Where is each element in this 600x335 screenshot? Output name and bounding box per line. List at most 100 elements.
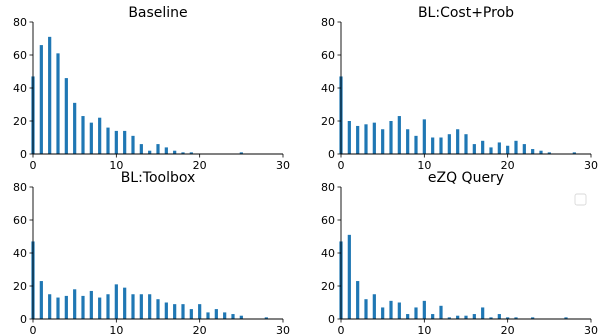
ezq-query-bar <box>431 314 435 319</box>
ezq-query-bar <box>447 317 451 319</box>
bl-toolbox-y-tick-label: 60 <box>13 214 27 227</box>
ezq-query-bar <box>489 317 493 319</box>
bl-cost-prob-x-tick-label: 20 <box>501 159 515 172</box>
ezq-query-bar <box>414 307 418 319</box>
baseline-bar <box>139 144 143 154</box>
bl-cost-prob-bar <box>464 134 468 154</box>
bl-cost-prob-y-tick-label: 20 <box>321 115 335 128</box>
ezq-query-x-tick-label: 0 <box>338 324 345 335</box>
legend-box <box>574 193 587 206</box>
ezq-query-bar <box>356 281 360 319</box>
baseline-bar <box>173 150 177 154</box>
ezq-query-bar <box>372 294 376 319</box>
ezq-query-bar <box>456 315 460 319</box>
ezq-query-y-tick-label: 40 <box>321 247 335 260</box>
bl-toolbox-bar <box>106 294 110 319</box>
bl-toolbox-y-tick-label: 40 <box>13 247 27 260</box>
baseline-bar <box>114 130 118 154</box>
ezq-query-bar <box>422 300 426 319</box>
bl-toolbox-y-tick-label: 20 <box>13 280 27 293</box>
baseline-x-tick-label: 30 <box>276 159 290 172</box>
bl-cost-prob-bar <box>364 124 368 154</box>
ezq-query-x-tick-label: 10 <box>417 324 431 335</box>
bl-toolbox-x-tick-label: 20 <box>193 324 207 335</box>
ezq-query-bar <box>364 299 368 319</box>
bl-cost-prob-bar <box>531 149 535 154</box>
ezq-query-bar <box>397 302 401 319</box>
bl-cost-prob-bar <box>472 144 476 154</box>
bl-toolbox-bar <box>39 281 43 319</box>
bl-toolbox-bar <box>98 297 102 319</box>
baseline-bar <box>98 117 102 154</box>
ezq-query-bar <box>481 307 485 319</box>
bl-cost-prob-y-tick-label: 80 <box>321 16 335 29</box>
bl-cost-prob-bar <box>522 144 526 154</box>
bl-cost-prob-x-tick-label: 0 <box>338 159 345 172</box>
bl-toolbox-x-tick-label: 30 <box>276 324 290 335</box>
bl-toolbox-y-tick-label: 0 <box>20 313 27 326</box>
ezq-query-y-tick-label: 20 <box>321 280 335 293</box>
baseline-bar <box>39 45 43 154</box>
ezq-query-bar <box>472 314 476 319</box>
baseline-bar <box>73 102 77 154</box>
bl-toolbox-bar <box>81 295 85 319</box>
baseline-bar <box>64 78 68 154</box>
baseline-y-tick-label: 60 <box>13 49 27 62</box>
bl-toolbox-bar <box>164 302 168 319</box>
bl-cost-prob-bar <box>497 142 501 154</box>
baseline-bar <box>131 135 135 154</box>
bl-toolbox-bar <box>206 312 210 319</box>
bl-cost-prob-bar <box>347 121 351 154</box>
baseline-x-tick-label: 20 <box>193 159 207 172</box>
baseline-bar <box>181 152 185 154</box>
bl-cost-prob-bar <box>547 152 551 154</box>
bl-toolbox-bar <box>214 309 218 319</box>
subplot-bl-cost-prob: BL:Cost+Prob 0 20 40 60 80 0 10 20 30 <box>321 5 598 172</box>
ezq-query-bar <box>381 307 385 319</box>
baseline-y-tick-label: 0 <box>20 148 27 161</box>
bl-toolbox-bar <box>148 294 152 319</box>
ezq-query-bar <box>389 300 393 319</box>
bl-toolbox-bar <box>264 317 268 319</box>
bl-cost-prob-y-tick-label: 40 <box>321 82 335 95</box>
ezq-query-bar <box>464 315 468 319</box>
baseline-y-tick-label: 40 <box>13 82 27 95</box>
subplot-bl-toolbox: BL:Toolbox 0 20 40 60 80 0 10 20 30 <box>13 170 290 335</box>
ezq-query-x-tick-label: 30 <box>584 324 598 335</box>
bl-toolbox-bar <box>89 290 93 319</box>
ezq-query-bar <box>497 314 501 319</box>
ezq-query-bar <box>506 317 510 319</box>
baseline-bar <box>189 152 193 154</box>
bl-toolbox-bar <box>64 295 68 319</box>
bl-toolbox-bar <box>131 294 135 319</box>
baseline-y-tick-label: 20 <box>13 115 27 128</box>
baseline-bar <box>81 116 85 154</box>
baseline-bar <box>48 36 52 154</box>
bl-toolbox-bar <box>156 299 160 319</box>
baseline-bar <box>164 147 168 154</box>
bl-toolbox-bar <box>139 294 143 319</box>
ezq-query-y-tick-label: 0 <box>328 313 335 326</box>
ezq-query-x-tick-label: 20 <box>501 324 515 335</box>
bl-toolbox-bar <box>73 289 77 319</box>
bl-toolbox-bar <box>231 314 235 319</box>
bl-toolbox-x-tick-label: 0 <box>30 324 37 335</box>
bl-cost-prob-bar <box>456 129 460 154</box>
bl-cost-prob-bar <box>414 135 418 154</box>
baseline-bar <box>89 122 93 154</box>
baseline-x-tick-label: 0 <box>30 159 37 172</box>
bl-cost-prob-bar <box>372 122 376 154</box>
baseline-x-tick-label: 10 <box>109 159 123 172</box>
bl-cost-prob-x-tick-label: 30 <box>584 159 598 172</box>
bl-cost-prob-bar <box>439 137 443 154</box>
bl-cost-prob-bar <box>422 119 426 154</box>
ezq-query-bar <box>531 317 535 319</box>
baseline-bar <box>106 127 110 154</box>
bl-cost-prob-bar <box>447 134 451 154</box>
bl-cost-prob-bar <box>572 152 576 154</box>
bl-toolbox-bar <box>48 294 52 319</box>
bl-toolbox-bar <box>181 304 185 319</box>
bl-toolbox-bar <box>189 309 193 319</box>
ezq-query-bar <box>564 317 568 319</box>
bl-cost-prob-bar <box>481 140 485 154</box>
